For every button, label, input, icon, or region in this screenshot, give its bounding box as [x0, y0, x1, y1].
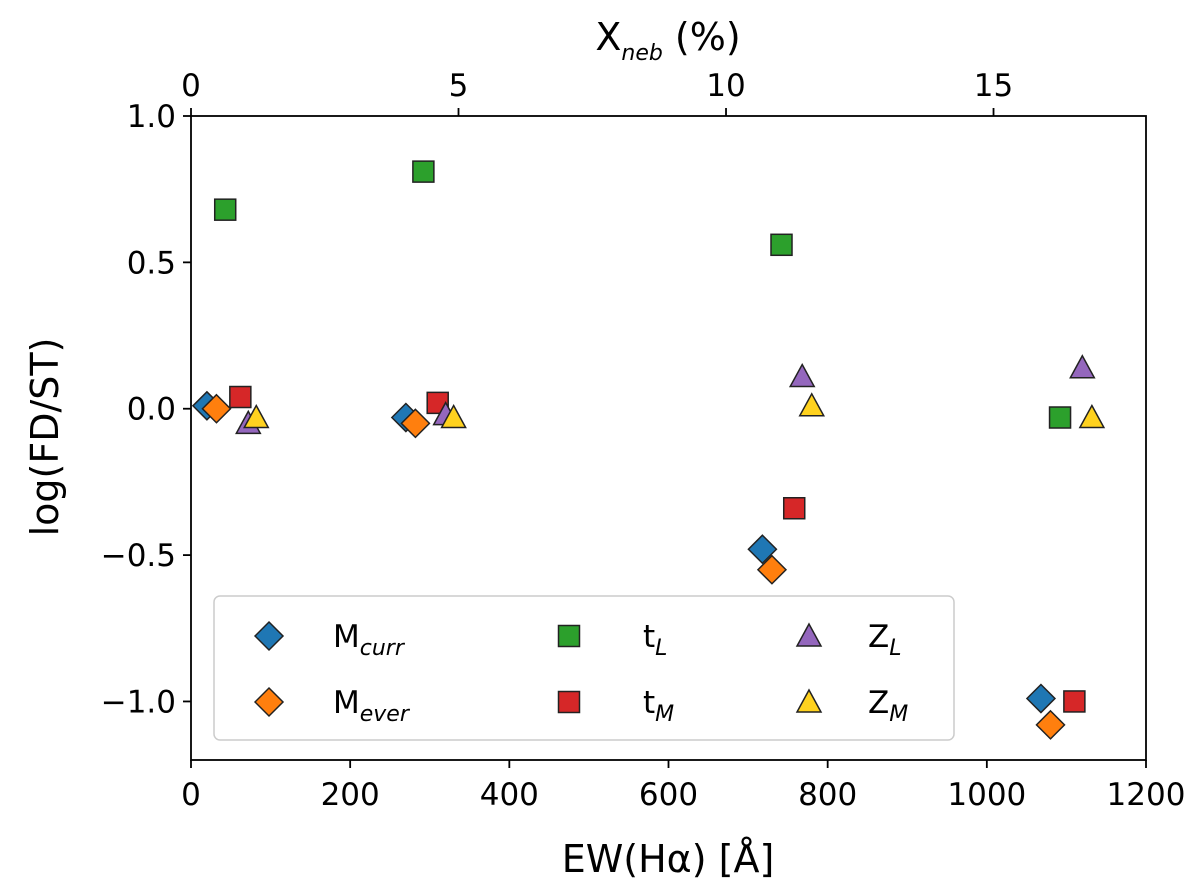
top-axis-label-suffix: (%) [663, 15, 741, 59]
data-point-m-ever [201, 393, 232, 424]
data-point-z-m [440, 403, 467, 429]
data-point-t-l [1048, 406, 1072, 429]
data-point-z-m [798, 392, 826, 417]
legend-label-t-l: tL [643, 619, 667, 661]
legend-label-z-l: ZL [868, 619, 902, 661]
legend-label-m-ever: Mever [333, 685, 411, 727]
x-tick-label: 1000 [947, 777, 1026, 813]
top-axis-label-sub: neb [621, 41, 662, 66]
data-point-z-m [242, 403, 270, 429]
series-t-l [213, 160, 1072, 429]
data-point-z-m [1078, 403, 1106, 429]
legend-marker-z-l [795, 622, 823, 647]
data-points [191, 160, 1106, 740]
top-tick-label: 5 [449, 68, 469, 104]
top-tick-label: 15 [974, 68, 1013, 104]
y-tick-label: 0.5 [127, 245, 176, 281]
y-tick-label: 1.0 [127, 99, 176, 135]
data-point-m-curr [1025, 683, 1057, 714]
series-z-m [242, 392, 1106, 429]
x-tick-label: 800 [798, 777, 857, 813]
data-point-m-curr [747, 534, 778, 565]
legend-box [213, 595, 955, 741]
data-point-m-ever [1035, 709, 1066, 740]
series-z-l [235, 354, 1096, 435]
x-tick-label: 600 [639, 777, 698, 813]
data-point-t-m [1063, 690, 1086, 713]
data-point-m-ever [756, 554, 788, 585]
top-tick-label: 0 [181, 68, 201, 104]
data-point-z-l [788, 362, 816, 388]
x-axis-label: EW(Hα) [Å] [562, 837, 775, 881]
x-tick-label: 0 [181, 777, 201, 813]
x-tick-label: 200 [321, 777, 380, 813]
y-tick-label: −0.5 [101, 538, 176, 574]
top-axis-label: Xneb (%) [595, 15, 740, 66]
data-point-z-l [1069, 354, 1096, 379]
top-tick-label: 10 [706, 68, 745, 104]
legend-marker-m-ever [253, 686, 285, 718]
x-tick-label: 1200 [1107, 777, 1186, 813]
legend-marker-m-curr [253, 620, 285, 652]
data-point-t-m [782, 497, 806, 520]
plot-frame [190, 115, 1147, 761]
ticks: 0 200 400 600 800 1000 1200−1.0−0.50.00.51.00 5… [101, 68, 1186, 813]
top-axis-label-main: X [595, 15, 621, 59]
y-tick-label: 0.0 [127, 392, 176, 428]
y-tick-label: −1.0 [101, 684, 176, 720]
x-tick-label: 400 [480, 777, 539, 813]
y-axis-label: log(FD/ST) [23, 338, 67, 537]
legend-label-z-m: ZM [868, 685, 908, 727]
legend-marker-t-m [557, 690, 581, 714]
data-point-t-l [770, 233, 793, 257]
data-point-t-l [213, 198, 237, 221]
data-point-m-ever [400, 408, 431, 439]
legend-marker-z-m [795, 688, 823, 713]
legend-label-t-m: tM [643, 685, 674, 727]
series-m-ever [201, 393, 1066, 740]
legend: Mcurr Mever tL tM ZL ZM [213, 595, 955, 741]
data-point-t-m [229, 385, 252, 409]
data-point-t-l [412, 160, 435, 183]
legend-label-m-curr: Mcurr [333, 619, 406, 661]
legend-marker-t-l [557, 624, 581, 648]
